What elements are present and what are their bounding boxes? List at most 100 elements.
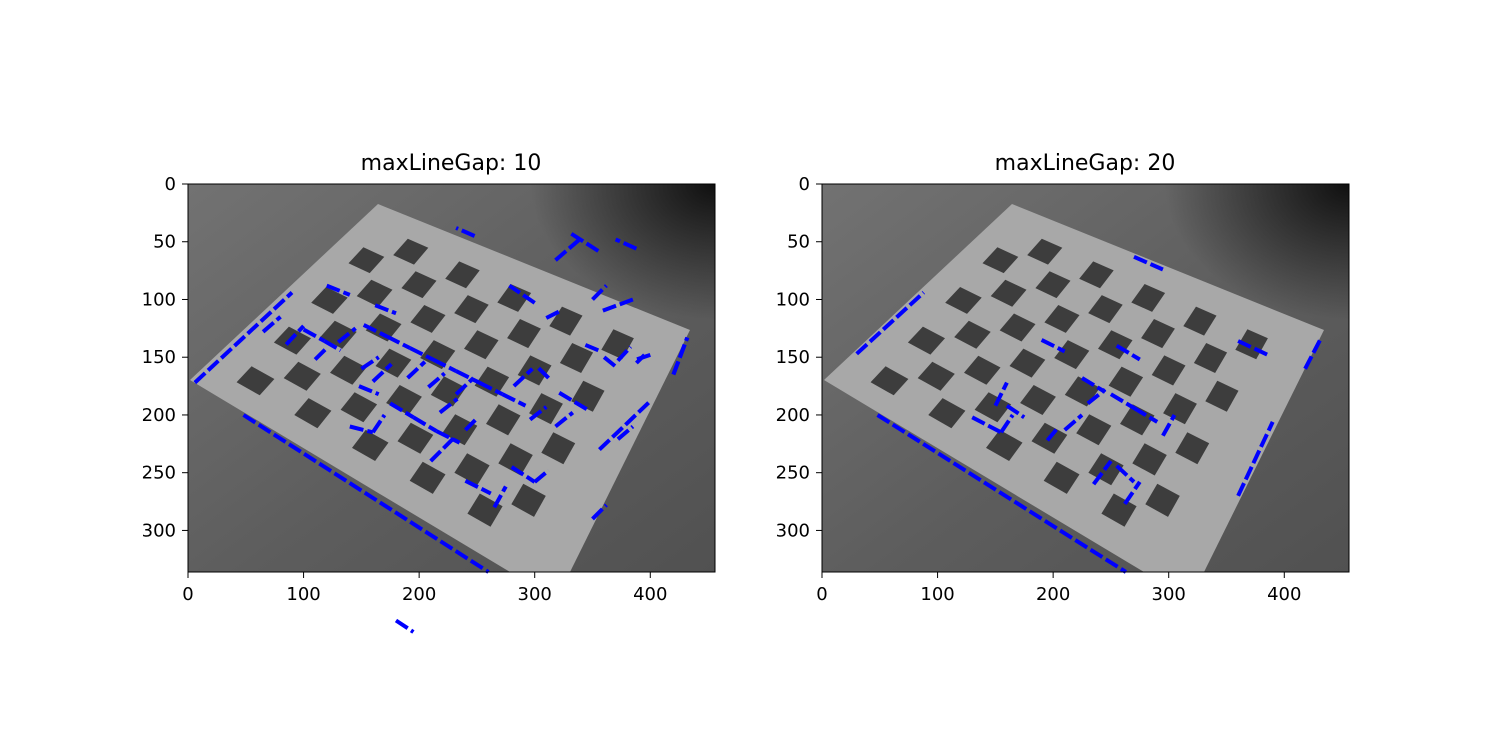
x-tick-label: 200 (1036, 584, 1070, 605)
detected-line (455, 226, 476, 238)
left-y-axis: 0 50 100 150 200 250 300 (142, 174, 188, 541)
board-square (365, 313, 402, 342)
detected-line (591, 284, 608, 301)
y-tick-label: 250 (142, 463, 176, 484)
detected-line (362, 323, 388, 339)
board-square (464, 330, 499, 360)
detected-line (435, 429, 461, 445)
board-square (1183, 306, 1217, 336)
detected-line (1133, 254, 1164, 272)
x-tick-label: 400 (633, 584, 667, 605)
detected-line (1237, 339, 1272, 358)
detected-line (323, 339, 342, 353)
board-square (986, 429, 1023, 461)
left-axes-frame (187, 183, 716, 573)
detected-line (336, 326, 357, 344)
board-square (559, 343, 594, 373)
board-square (294, 398, 332, 429)
detected-line (1091, 459, 1113, 486)
detected-line (568, 230, 600, 253)
board-square (541, 432, 576, 465)
detected-line (358, 384, 380, 397)
board-square (1120, 404, 1155, 436)
detected-line (634, 353, 646, 365)
detected-line (325, 283, 351, 297)
board-square (1043, 461, 1080, 494)
detected-line (1109, 392, 1136, 410)
detected-line (409, 346, 434, 362)
detected-line (614, 237, 638, 251)
detected-line (454, 376, 475, 396)
detected-line (993, 381, 1009, 407)
detected-line (412, 415, 438, 433)
x-tick-label: 300 (1152, 584, 1186, 605)
detected-line (1161, 414, 1177, 437)
x-tick-label: 100 (920, 584, 954, 605)
right-x-axis: 0 100 200 300 400 (816, 572, 1301, 605)
left-detected-lines (193, 226, 690, 634)
detected-line (556, 390, 588, 411)
x-tick-label: 400 (1267, 584, 1301, 605)
detected-line (349, 424, 374, 435)
board-square (1193, 343, 1228, 373)
detected-line (855, 291, 926, 356)
right-panel: maxLineGap: 20 0 100 200 300 400 0 50 100 150 20… (776, 151, 1350, 605)
right-detected-lines (855, 254, 1324, 574)
detected-line (1045, 425, 1061, 442)
detected-line (510, 465, 536, 484)
x-tick-label: 0 (182, 584, 193, 605)
detected-line (478, 380, 504, 396)
y-tick-label: 150 (776, 347, 810, 368)
board-square (445, 261, 480, 289)
right-y-axis: 0 50 100 150 200 250 300 (776, 174, 822, 541)
detected-line (438, 397, 459, 415)
detected-line (528, 405, 548, 422)
board-square (954, 320, 991, 349)
board-square (409, 461, 446, 494)
board-square (945, 287, 982, 314)
detected-line (533, 468, 550, 484)
board-square (420, 340, 456, 370)
board-square (330, 355, 367, 385)
board-square (1076, 414, 1112, 446)
detected-line (999, 413, 1015, 434)
board-square (1035, 271, 1071, 299)
y-tick-label: 300 (142, 520, 176, 541)
board-square (1132, 443, 1167, 476)
detected-line (591, 503, 608, 521)
detected-line (598, 399, 652, 452)
detected-line (394, 618, 415, 634)
detected-line (535, 365, 551, 380)
y-tick-label: 100 (776, 289, 810, 310)
detected-line (671, 336, 690, 376)
board-square (964, 355, 1001, 385)
detected-line (1115, 464, 1136, 484)
detected-line (284, 324, 306, 346)
left-panel-title: maxLineGap: 10 (361, 151, 542, 176)
board-square (401, 271, 437, 299)
detected-line (1063, 413, 1084, 432)
left-image (188, 184, 715, 634)
board-square (1175, 432, 1210, 465)
board-square (928, 398, 966, 429)
detected-line (313, 346, 329, 361)
detected-line (876, 413, 1127, 574)
detected-line (616, 424, 635, 441)
detected-line (463, 416, 479, 432)
left-x-axis: 0 100 200 300 400 (182, 572, 667, 605)
board-square (352, 429, 389, 461)
board-square (1141, 319, 1175, 349)
board-square (1044, 305, 1080, 333)
board-square (1205, 380, 1239, 412)
detected-line (406, 360, 427, 380)
board-square (974, 392, 1012, 423)
x-tick-label: 0 (816, 584, 827, 605)
detected-line (429, 436, 456, 463)
detected-line (554, 411, 575, 429)
left-panel: maxLineGap: 10 0 100 200 300 400 0 50 100 150 20… (142, 151, 716, 634)
board-square (1108, 366, 1144, 397)
board-square (990, 279, 1027, 307)
detected-line (583, 342, 600, 353)
board-square (375, 348, 412, 378)
